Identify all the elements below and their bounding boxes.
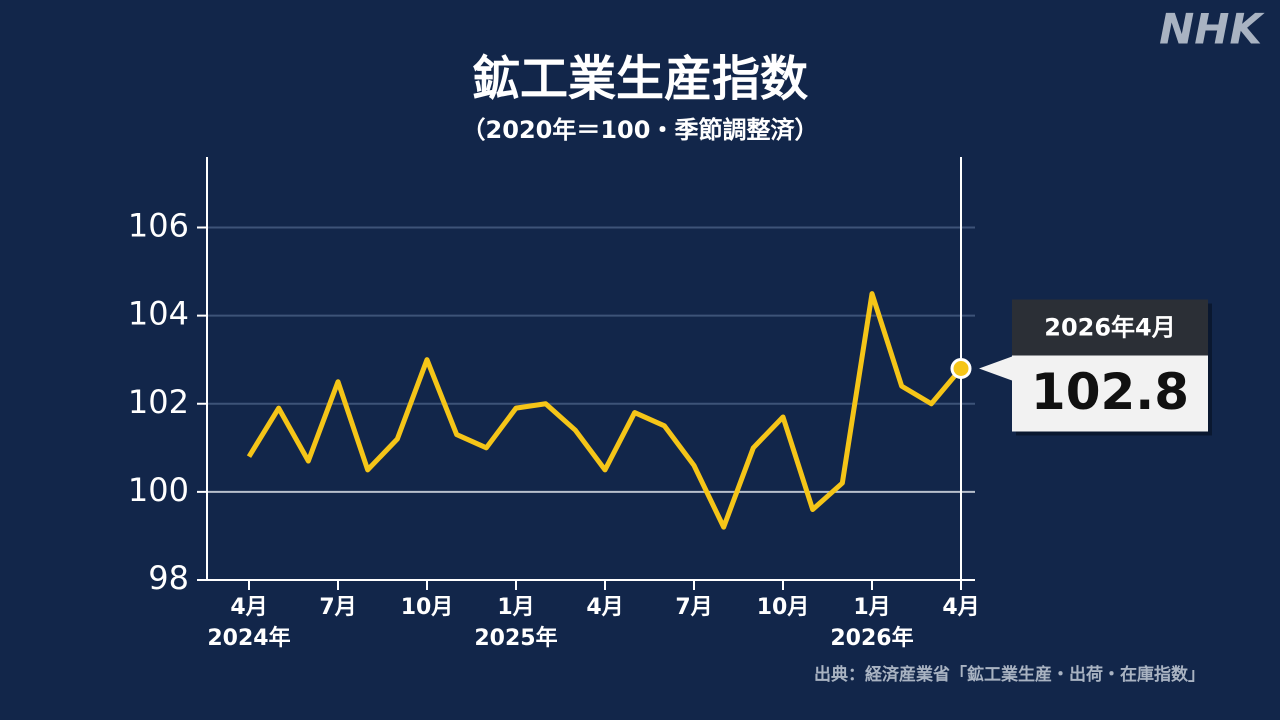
x-tick-label: 1月 — [497, 595, 534, 620]
x-tick-label: 10月 — [757, 595, 810, 620]
callout-pointer — [979, 356, 1012, 381]
callout-value: 102.8 — [1031, 363, 1189, 421]
callout-header — [1012, 299, 1208, 356]
chart-title: 鉱工業生産指数 — [472, 51, 808, 107]
x-tick-label: 4月 — [942, 595, 979, 620]
chart-subtitle: （2020年＝100・季節調整済） — [462, 116, 819, 144]
y-tick-label: 106 — [128, 207, 189, 245]
callout-label: 2026年4月 — [1044, 314, 1176, 342]
x-tick-label: 7月 — [319, 595, 356, 620]
y-tick-label: 100 — [128, 471, 189, 509]
x-tick-label: 4月 — [586, 595, 623, 620]
logo: NHK — [1159, 5, 1265, 54]
callout-body — [1012, 355, 1208, 432]
last-point — [950, 358, 972, 379]
x-year-label: 2026年 — [830, 625, 913, 651]
y-tick-label: 98 — [148, 559, 189, 597]
x-tick-label: 7月 — [675, 595, 712, 620]
x-tick-label: 4月 — [230, 595, 267, 620]
y-tick-label: 104 — [128, 295, 189, 333]
y-tick-label: 102 — [128, 383, 189, 421]
source: 出典：経済産業省「鉱工業生産・出荷・在庫指数」 — [814, 664, 1205, 685]
x-tick-label: 1月 — [853, 595, 890, 620]
x-year-label: 2025年 — [474, 625, 557, 651]
x-year-label: 2024年 — [207, 625, 290, 651]
x-tick-label: 10月 — [401, 595, 454, 620]
data-line — [246, 291, 963, 530]
